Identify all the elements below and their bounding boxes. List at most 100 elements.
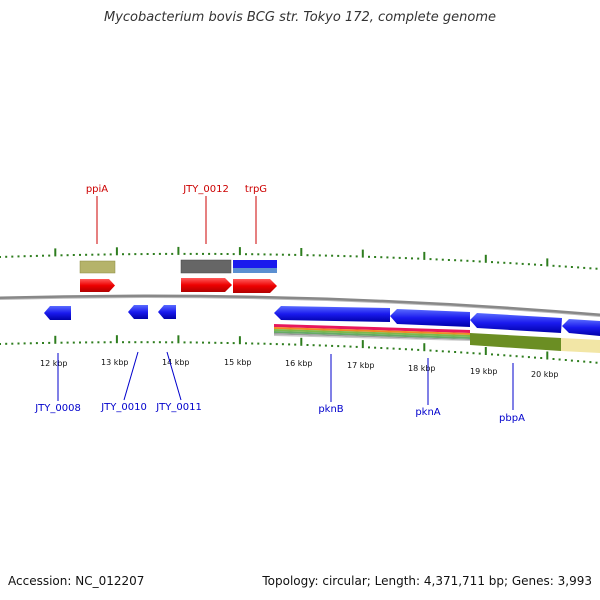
minor-tick [386, 347, 389, 350]
minor-tick [331, 254, 334, 257]
minor-tick [208, 341, 211, 344]
minor-tick [527, 356, 530, 359]
minor-tick [417, 257, 420, 260]
gene-label-pknA: pknA [415, 407, 440, 418]
minor-tick [324, 344, 327, 347]
major-tick [300, 248, 303, 256]
minor-tick [343, 345, 346, 348]
minor-tick [540, 357, 543, 359]
minor-tick [171, 341, 174, 344]
minor-tick [281, 343, 284, 346]
minor-tick [202, 252, 204, 255]
minor-tick [392, 347, 395, 350]
minor-tick [589, 361, 592, 364]
minor-tick [294, 253, 297, 256]
major-tick [177, 246, 180, 255]
minor-tick [226, 253, 229, 255]
forward-gene-arrow [181, 278, 232, 292]
minor-tick [294, 343, 297, 346]
minor-tick [146, 253, 149, 255]
minor-tick [42, 254, 44, 257]
minor-tick [380, 256, 383, 259]
minor-tick [460, 351, 463, 354]
minor-tick [195, 341, 198, 344]
minor-tick [472, 260, 475, 263]
minor-tick [318, 344, 321, 347]
minor-tick [85, 341, 88, 344]
scale-label: 17 kbp [347, 361, 375, 370]
minor-tick [128, 341, 131, 344]
feature-band-track [274, 324, 600, 353]
minor-tick [257, 342, 260, 345]
minor-tick [312, 344, 315, 347]
scale-labels: 12 kbp 13 kbp 14 kbp 15 kbp 16 kbp 17 kb… [40, 358, 559, 379]
minor-tick [478, 260, 481, 263]
minor-tick [318, 254, 321, 257]
reverse-gene-arrow [158, 305, 176, 319]
major-tick [484, 254, 487, 263]
major-tick [54, 335, 57, 344]
minor-tick [152, 253, 155, 255]
reverse-gene-labels: JTY_0008 JTY_0010 JTY_0011 pknB pknA pbp… [34, 351, 525, 424]
minor-tick [288, 253, 291, 256]
minor-tick [165, 341, 168, 344]
minor-tick [398, 347, 401, 350]
minor-tick [103, 253, 106, 256]
minor-tick [17, 255, 20, 258]
annotation-track [79, 259, 277, 274]
major-tick [423, 251, 426, 260]
minor-tick [454, 351, 457, 353]
minor-tick [195, 252, 198, 255]
gene-label-ppiA: ppiA [86, 184, 108, 195]
minor-tick [79, 341, 81, 344]
minor-tick [220, 253, 223, 255]
accession-text: Accession: NC_012207 [8, 574, 145, 588]
major-tick [115, 335, 118, 344]
minor-tick [324, 254, 327, 257]
major-tick [361, 249, 364, 258]
minor-tick [189, 252, 192, 255]
minor-tick [232, 342, 235, 345]
topology-summary: Topology: circular; Length: 4,371,711 bp… [262, 574, 592, 588]
minor-tick [466, 351, 469, 354]
minor-tick [589, 267, 592, 270]
minor-tick [497, 353, 500, 356]
minor-tick [570, 266, 573, 268]
reverse-gene-arrow [128, 305, 148, 319]
minor-tick [208, 252, 211, 255]
minor-tick [534, 263, 536, 266]
gene-label-jty-0010: JTY_0010 [100, 402, 147, 413]
minor-tick [91, 341, 94, 344]
minor-tick [17, 342, 20, 345]
minor-tick [0, 256, 1, 258]
forward-gene-labels: ppiA JTY_0012 trpG [86, 184, 267, 244]
minor-tick [521, 355, 524, 358]
minor-tick [429, 258, 432, 261]
minor-tick [478, 352, 481, 355]
major-tick [546, 351, 549, 360]
minor-tick [257, 253, 260, 256]
minor-tick [337, 345, 340, 348]
genome-backbone [0, 294, 600, 317]
minor-tick [435, 349, 438, 352]
minor-tick [79, 253, 81, 256]
minor-tick [460, 259, 463, 262]
minor-tick [140, 341, 143, 344]
minor-tick [23, 342, 26, 345]
scale-label: 13 kbp [101, 358, 129, 367]
minor-tick [429, 349, 432, 352]
scale-label: 18 kbp [408, 364, 436, 373]
major-tick [54, 248, 57, 257]
minor-tick [454, 259, 457, 262]
minor-tick [552, 264, 555, 267]
minor-tick [97, 341, 100, 344]
minor-tick [411, 257, 413, 260]
minor-tick [109, 341, 112, 344]
minor-tick [281, 253, 284, 256]
minor-tick [374, 346, 377, 349]
minor-tick [564, 359, 567, 361]
map-title: Mycobacterium bovis BCG str. Tokyo 172, … [104, 10, 496, 25]
minor-tick [72, 341, 75, 344]
minor-tick [122, 341, 124, 344]
